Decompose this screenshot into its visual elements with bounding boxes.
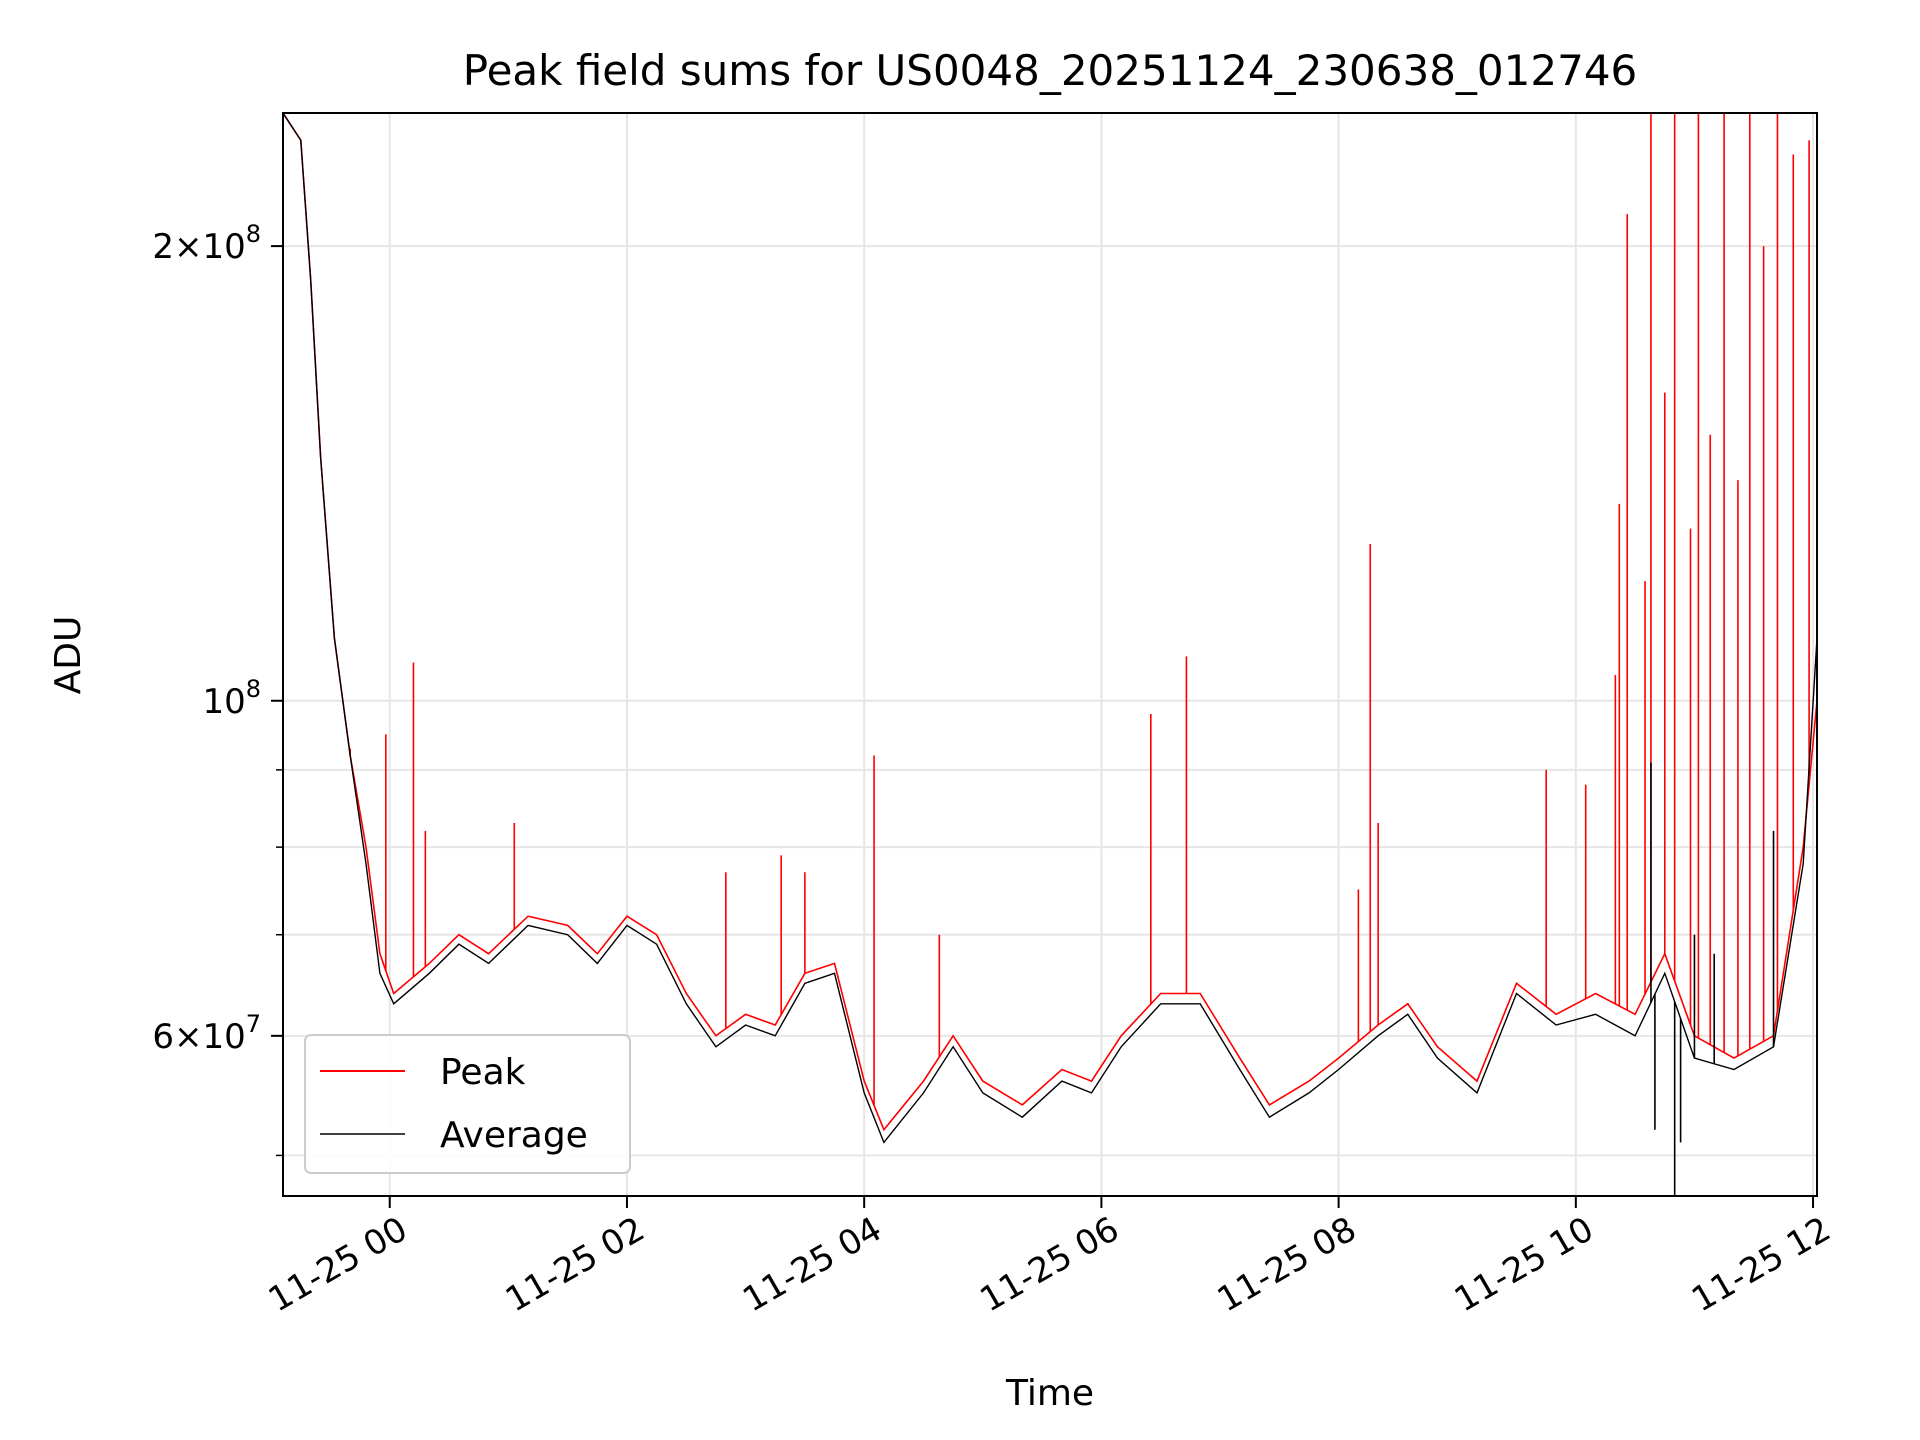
y-tick-label: 108 <box>202 675 261 722</box>
legend: Peak Average <box>304 1034 631 1174</box>
y-axis-label: ADU <box>48 616 89 695</box>
plot-frame <box>282 112 1818 1197</box>
chart-title: Peak field sums for US0048_20251124_2306… <box>463 46 1638 95</box>
legend-box <box>304 1034 631 1174</box>
series-average-line <box>283 113 1817 1144</box>
series-peak <box>283 113 1817 1132</box>
y-axis-ticks: 6×107 108 2×108 <box>152 220 283 1157</box>
y-tick-label: 6×107 <box>152 1010 261 1057</box>
y-tick-label: 2×108 <box>152 220 261 267</box>
legend-label-average: Average <box>440 1115 588 1156</box>
x-grid <box>388 113 1815 1196</box>
series-average <box>283 113 1817 1196</box>
legend-label-peak: Peak <box>440 1052 526 1093</box>
series-peak-line <box>283 113 1817 1132</box>
x-axis-label: Time <box>1005 1373 1094 1414</box>
